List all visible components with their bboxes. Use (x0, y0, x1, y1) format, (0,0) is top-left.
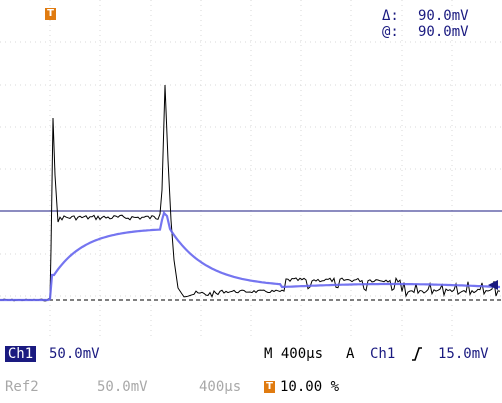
graticule-grid (0, 0, 502, 338)
ch1-waveform (0, 84, 501, 302)
ch1-channel-badge[interactable]: Ch1 (5, 346, 36, 362)
rising-edge-icon (412, 347, 422, 361)
timebase: M 400µs (264, 346, 324, 362)
cursor-delta-label: Δ: (382, 8, 399, 24)
trigger-source: Ch1 (370, 346, 396, 362)
cursor-position-value: 90.0mV (418, 24, 469, 40)
trigger-marker-icon: T (264, 381, 275, 393)
cursor-position-label: @: (382, 24, 399, 40)
ch1-scale: 50.0mV (49, 346, 100, 362)
ref2-waveform (0, 210, 501, 302)
trigger-position-icon[interactable]: T (45, 8, 56, 20)
trigger-position: 10.00 % (280, 379, 340, 395)
trigger-level-arrow-icon[interactable] (488, 280, 498, 290)
trigger-label: A (346, 346, 355, 362)
ref2-label[interactable]: Ref2 (5, 379, 39, 395)
trigger-level: 15.0mV (438, 346, 489, 362)
ref2-scale: 50.0mV (97, 379, 148, 395)
cursor-delta-value: 90.0mV (418, 8, 469, 24)
ref2-timebase: 400µs (199, 379, 242, 395)
